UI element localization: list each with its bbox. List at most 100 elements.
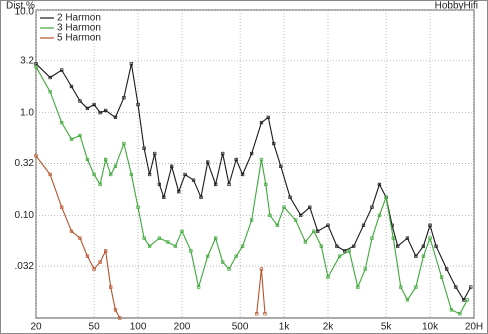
point bbox=[142, 146, 146, 150]
point bbox=[428, 223, 432, 227]
point bbox=[279, 164, 283, 168]
point bbox=[213, 182, 218, 187]
y-tick-label: 10.0 bbox=[15, 7, 35, 18]
point bbox=[259, 120, 264, 125]
legend-label: 3 Harmon bbox=[57, 23, 101, 34]
point bbox=[268, 213, 272, 217]
x-tick-label: 20H bbox=[465, 322, 483, 333]
point bbox=[113, 115, 118, 120]
point bbox=[396, 244, 400, 248]
point bbox=[34, 65, 38, 69]
point bbox=[282, 205, 286, 209]
point bbox=[85, 157, 90, 162]
point bbox=[129, 62, 134, 66]
point bbox=[445, 267, 449, 271]
point bbox=[92, 267, 96, 271]
point bbox=[213, 236, 218, 240]
point bbox=[85, 254, 90, 258]
point bbox=[234, 254, 238, 258]
point bbox=[319, 244, 323, 248]
point bbox=[60, 120, 64, 125]
point bbox=[337, 254, 342, 258]
point bbox=[414, 285, 418, 289]
point bbox=[98, 182, 102, 187]
point bbox=[92, 102, 96, 107]
point bbox=[405, 298, 410, 302]
y-tick-label: 1.0 bbox=[20, 107, 34, 118]
x-tick-label: 100 bbox=[130, 322, 147, 333]
y-tick-label: 0.32 bbox=[15, 158, 35, 169]
point bbox=[421, 254, 426, 258]
point bbox=[48, 172, 52, 177]
point bbox=[104, 157, 108, 162]
point bbox=[312, 229, 316, 233]
point bbox=[122, 96, 126, 100]
point bbox=[113, 164, 118, 168]
point bbox=[78, 133, 82, 138]
point bbox=[157, 236, 162, 240]
point bbox=[275, 223, 280, 227]
point bbox=[147, 172, 152, 177]
point bbox=[384, 195, 388, 199]
point bbox=[439, 275, 444, 279]
point bbox=[34, 154, 38, 158]
legend-label: 2 Harmon bbox=[57, 13, 101, 24]
point bbox=[469, 285, 473, 289]
point bbox=[69, 137, 74, 141]
point bbox=[180, 229, 184, 233]
point bbox=[104, 108, 108, 113]
point bbox=[342, 249, 347, 253]
point bbox=[316, 229, 320, 233]
x-tick-label: 20 bbox=[30, 322, 42, 333]
point bbox=[227, 267, 231, 271]
point bbox=[177, 190, 181, 194]
point bbox=[391, 236, 395, 240]
point bbox=[157, 182, 162, 187]
point bbox=[250, 218, 254, 222]
point bbox=[234, 157, 238, 162]
point bbox=[69, 84, 74, 89]
series-line bbox=[35, 63, 472, 301]
plot-area bbox=[35, 9, 475, 319]
point bbox=[326, 275, 330, 279]
point bbox=[48, 90, 52, 94]
legend-label: 5 Harmon bbox=[57, 33, 101, 44]
point bbox=[98, 260, 102, 264]
point bbox=[199, 195, 203, 199]
point bbox=[347, 249, 351, 253]
point bbox=[136, 205, 140, 209]
point bbox=[227, 182, 231, 187]
point bbox=[421, 244, 426, 248]
point bbox=[240, 172, 245, 177]
point bbox=[299, 213, 303, 217]
point bbox=[78, 236, 82, 240]
point bbox=[142, 236, 146, 240]
x-tick-label: 5k bbox=[381, 322, 393, 333]
point bbox=[98, 111, 102, 115]
point bbox=[173, 244, 177, 248]
point bbox=[377, 182, 382, 187]
point bbox=[191, 178, 196, 182]
point bbox=[264, 182, 268, 187]
point bbox=[118, 316, 122, 320]
point bbox=[69, 229, 74, 233]
point bbox=[60, 205, 64, 209]
point bbox=[85, 106, 90, 111]
point bbox=[136, 102, 140, 107]
point bbox=[326, 223, 330, 227]
point bbox=[377, 213, 382, 217]
point bbox=[428, 236, 432, 240]
point bbox=[363, 267, 367, 271]
point bbox=[462, 298, 466, 302]
point bbox=[259, 157, 264, 162]
x-tick-label: 2k bbox=[323, 322, 335, 333]
point bbox=[122, 141, 126, 146]
point bbox=[48, 75, 52, 80]
point bbox=[221, 260, 225, 264]
point bbox=[196, 285, 201, 289]
point bbox=[263, 312, 267, 316]
point bbox=[183, 172, 187, 177]
point bbox=[465, 298, 469, 302]
point bbox=[206, 254, 210, 258]
